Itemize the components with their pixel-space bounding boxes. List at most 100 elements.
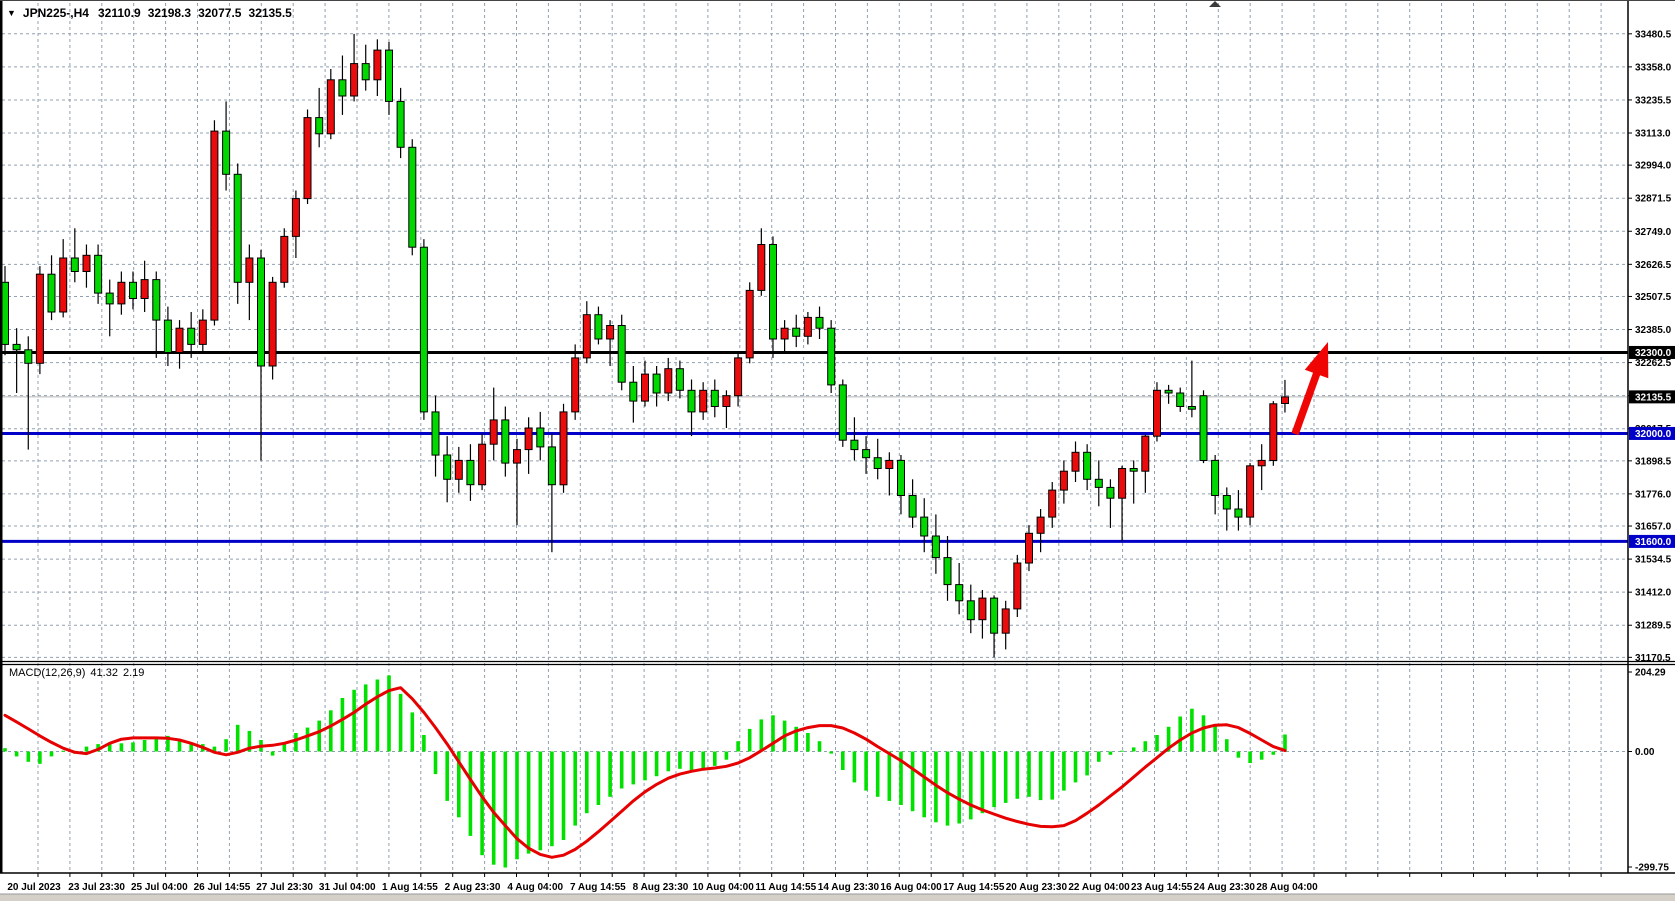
candle — [815, 306, 824, 339]
candle — [501, 406, 510, 477]
candle-body-bull — [1001, 608, 1010, 634]
time-tick-label: 11 Aug 14:55 — [755, 882, 816, 893]
macd-bar — [387, 675, 391, 752]
price-tick-label: 33480.5 — [1635, 29, 1672, 40]
candle-body-bull — [664, 368, 673, 394]
macd-bar — [1271, 751, 1276, 755]
candle-body-bull — [210, 130, 219, 321]
macd-main-value: 41.32 — [90, 667, 118, 679]
level-badge-31600.0 — [1629, 534, 1675, 548]
candle — [1071, 441, 1080, 482]
candle — [955, 563, 964, 615]
candle — [478, 433, 487, 491]
macd-bar — [864, 751, 868, 791]
candle — [338, 55, 347, 115]
macd-bar — [1108, 751, 1113, 755]
candle — [734, 352, 743, 407]
candle — [1059, 460, 1068, 504]
candle-body-bear — [897, 459, 905, 496]
candle-body-bear — [1234, 508, 1243, 518]
candle-body-bull — [1036, 516, 1045, 534]
price-tick-label: 31657.0 — [1635, 522, 1672, 533]
candle-body-bull — [559, 411, 568, 486]
price-tick-label: 32994.0 — [1635, 161, 1672, 172]
candle — [1153, 382, 1161, 442]
macd-bar — [84, 746, 89, 752]
candle-body-bear — [792, 327, 801, 337]
time-tick-label: 24 Aug 23:30 — [1194, 882, 1256, 893]
candle — [1001, 600, 1010, 650]
candle — [233, 163, 242, 304]
macd-bar — [619, 751, 624, 789]
candle-body-bear — [257, 257, 265, 367]
candle — [373, 39, 382, 96]
macd-bar — [1097, 751, 1101, 762]
candle — [1269, 401, 1278, 466]
price-tick-label: 31776.0 — [1635, 489, 1672, 500]
candle — [1222, 487, 1231, 531]
candle — [850, 417, 859, 461]
candle-body-bear — [94, 254, 103, 294]
candle-body-bull — [722, 395, 731, 408]
time-tick-label: 8 Aug 23:30 — [633, 882, 689, 893]
symbol-dropdown-icon[interactable]: ▼ — [7, 7, 16, 18]
macd-bar — [922, 751, 926, 818]
candle-body-bear — [966, 600, 975, 621]
candle-body-bull — [571, 357, 580, 413]
candle — [664, 357, 673, 402]
candle — [94, 244, 103, 304]
macd-bar — [1259, 751, 1264, 760]
candle-body-bear — [815, 316, 824, 329]
candle — [1234, 490, 1243, 531]
time-tick-label: 7 Aug 14:55 — [570, 882, 626, 893]
candle — [59, 239, 68, 318]
candle-body-bear — [105, 292, 114, 305]
candle — [140, 260, 149, 312]
candle — [675, 360, 684, 399]
macd-bar — [1073, 751, 1078, 783]
time-tick-label: 16 Aug 04:00 — [880, 882, 942, 893]
macd-bar — [806, 733, 810, 752]
candle-body-bear — [850, 439, 859, 451]
candle-body-bear — [629, 381, 638, 402]
candle — [524, 417, 533, 474]
price-tick-label: 31898.5 — [1635, 456, 1672, 467]
top-marker-icon — [1209, 1, 1221, 7]
macd-bar — [1283, 734, 1287, 752]
price-tick-label: 31289.5 — [1635, 621, 1672, 632]
candle — [47, 255, 56, 321]
candle — [350, 33, 359, 102]
candle-body-bear — [233, 173, 242, 283]
candle — [198, 309, 207, 353]
macd-axis-label: 204.29 — [1635, 668, 1666, 679]
candle-body-bear — [47, 273, 56, 313]
macd-axis-label: 0.00 — [1635, 747, 1655, 758]
candle-body-bear — [675, 368, 684, 391]
macd-bar — [689, 751, 694, 773]
macd-bar — [352, 689, 356, 752]
macd-bar — [992, 751, 996, 808]
candle-body-bull — [606, 325, 615, 340]
price-tick-label: 33235.5 — [1635, 95, 1672, 106]
macd-bar — [1085, 751, 1089, 776]
candle-body-bear — [827, 327, 836, 386]
candle-body-bear — [862, 449, 871, 459]
time-tick-label: 1 Aug 14:55 — [382, 882, 438, 893]
candle-body-bear — [1, 281, 9, 345]
candle — [105, 279, 114, 337]
price-tick-label: 31534.5 — [1635, 555, 1672, 566]
macd-bar — [49, 751, 54, 757]
macd-bar — [235, 724, 240, 752]
candle-body-bull — [140, 279, 149, 300]
candle-body-bull — [1153, 389, 1161, 437]
time-tick-label: 20 Jul 2023 — [7, 882, 61, 893]
candle-body-bull — [780, 327, 789, 340]
candle-body-bear — [908, 495, 917, 518]
candle — [990, 595, 999, 658]
candle-body-bear — [431, 411, 440, 456]
trend-arrow[interactable] — [1291, 342, 1329, 436]
candle — [803, 312, 812, 345]
macd-bar — [119, 743, 124, 752]
macd-bar — [1178, 716, 1182, 752]
